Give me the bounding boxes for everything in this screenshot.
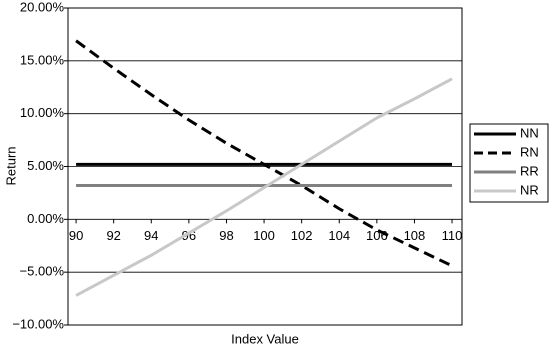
x-tick-label: 100 — [253, 228, 275, 243]
legend-label: NR — [520, 182, 539, 197]
legend-label: NN — [520, 125, 539, 140]
x-axis-label: Index Value — [231, 331, 299, 346]
legend-label: RN — [520, 144, 539, 159]
x-tick-label: 98 — [219, 228, 233, 243]
y-tick-label: 5.00% — [27, 158, 64, 173]
y-tick-label: −10.00% — [12, 316, 64, 331]
x-tick-label: 108 — [404, 228, 426, 243]
y-tick-label: 15.00% — [20, 52, 65, 67]
series-line — [75, 39, 453, 268]
x-tick-label: 110 — [442, 228, 463, 243]
x-tick-label: 92 — [106, 228, 120, 243]
legend-box — [469, 123, 549, 203]
y-tick-label: −5.00% — [20, 264, 65, 279]
series-line — [75, 77, 453, 297]
y-tick-label: 10.00% — [20, 105, 65, 120]
x-tick-label: 104 — [328, 228, 350, 243]
y-axis-label: Return — [3, 146, 18, 185]
x-tick-label: 94 — [144, 228, 158, 243]
x-tick-label: 106 — [366, 228, 388, 243]
x-tick-label: 102 — [291, 228, 313, 243]
x-tick-label: 90 — [69, 228, 83, 243]
y-tick-label: 0.00% — [27, 211, 64, 226]
plot-frame — [67, 7, 463, 326]
y-tick-label: 20.00% — [20, 0, 65, 14]
legend-label: RR — [520, 163, 539, 178]
